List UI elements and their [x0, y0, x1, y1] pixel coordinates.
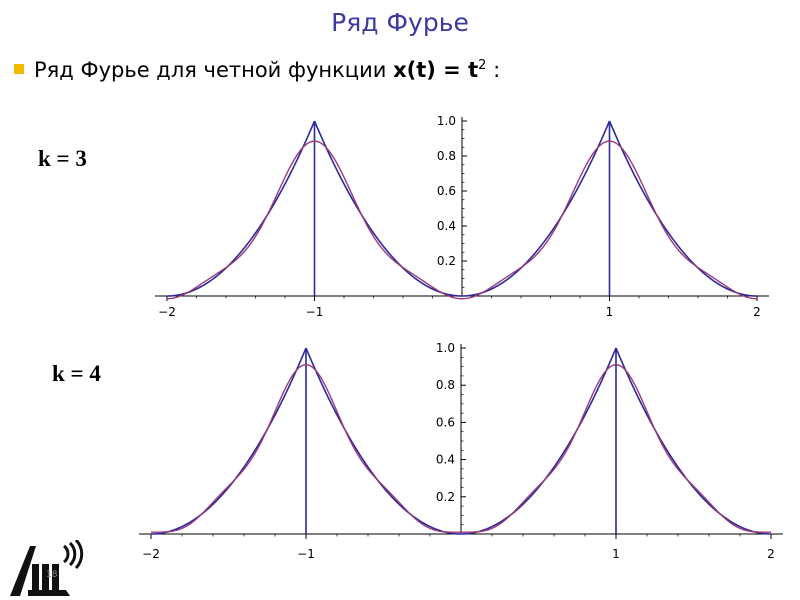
bullet-line: Ряд Фурье для четной функции x(t) = t2 : [14, 58, 500, 82]
chart-2-x-tick-label: 2 [767, 547, 775, 561]
slide-number: 18 [46, 570, 58, 580]
formula-exponent: 2 [478, 58, 487, 73]
formula-tail: : [486, 58, 501, 82]
chart-1-y-tick-label: 0.2 [437, 254, 456, 268]
chart-2-y-tick-label: 0.8 [436, 378, 455, 392]
chart-1-approximation-series [166, 140, 758, 300]
chart-1-x-tick-label: 1 [606, 305, 614, 319]
slide-title: Ряд Фурье [331, 8, 469, 37]
chart-1-y-tick-label: 1.0 [437, 114, 456, 128]
chart-2-y-tick-label: 1.0 [436, 341, 455, 355]
chart-2-y-tick-label: 0.4 [436, 453, 455, 467]
chart-1-x-tick-label: −2 [158, 305, 176, 319]
formula: x(t) = t2 [393, 58, 486, 82]
chart-1-x-tick-label: 2 [753, 305, 761, 319]
bullet-text: Ряд Фурье для четной функции [34, 58, 394, 82]
chart-1-y-tick-label: 0.4 [437, 219, 456, 233]
institute-logo-icon [10, 540, 84, 596]
chart-2-y-tick-label: 0.6 [436, 415, 455, 429]
chart-1-y-tick-label: 0.8 [437, 149, 456, 163]
chart-2-original-series [150, 347, 772, 535]
chart-1-k-label: k = 3 [38, 146, 87, 171]
chart-2-approximation-series [151, 363, 771, 533]
chart-2-y-tick-label: 0.2 [436, 490, 455, 504]
chart-2-x-tick-label: −2 [142, 547, 160, 561]
bullet-square-icon [14, 64, 24, 74]
chart-2-x-tick-label: −1 [297, 547, 315, 561]
chart-1-y-tick-label: 0.6 [437, 184, 456, 198]
chart-2-x-tick-label: 1 [612, 547, 620, 561]
chart-1-x-tick-label: −1 [306, 305, 324, 319]
chart-2-k-label: k = 4 [52, 361, 101, 386]
formula-main: x(t) = t [393, 58, 479, 82]
